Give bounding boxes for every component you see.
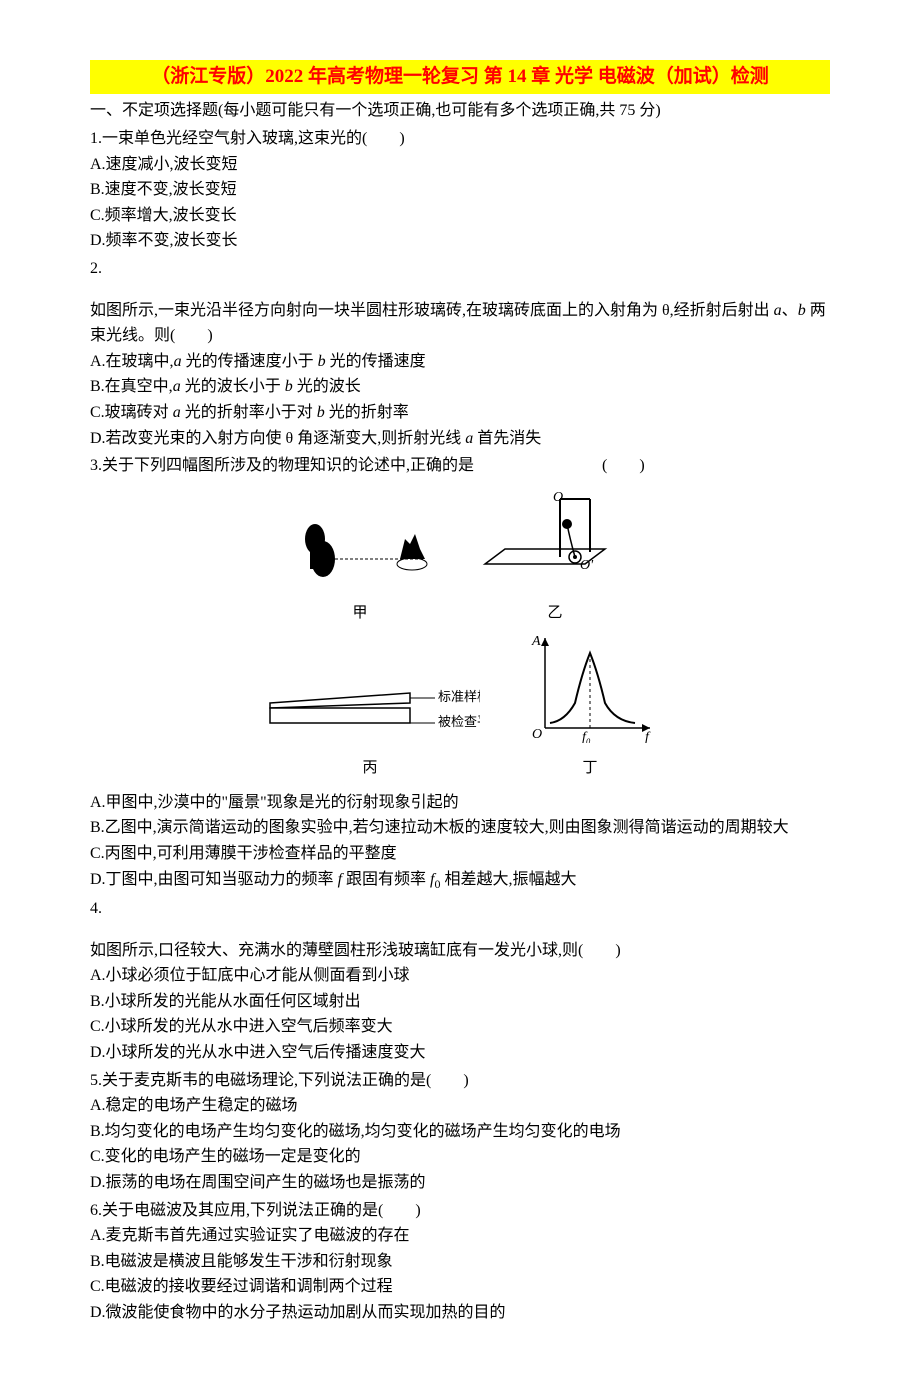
axis-O: O — [532, 727, 542, 742]
figure-label-jia: 甲 — [285, 601, 435, 625]
figure-yi: O O' 乙 — [475, 489, 635, 626]
section-header: 一、不定项选择题(每小题可能只有一个选项正确,也可能有多个选项正确,共 75 分… — [90, 98, 830, 124]
figure-label-yi: 乙 — [475, 601, 635, 625]
q5-option-d: D.振荡的电场在周围空间产生的磁场也是振荡的 — [90, 1170, 830, 1196]
q1-option-d: D.频率不变,波长变长 — [90, 228, 830, 254]
q4-option-b: B.小球所发的光能从水面任何区域射出 — [90, 989, 830, 1015]
label-Oprime: O' — [580, 558, 594, 573]
question-3: 3.关于下列四幅图所涉及的物理知识的论述中,正确的是 ( ) 甲 O — [90, 453, 830, 894]
figure-bing: 标准样板 被检查平面 丙 — [260, 673, 480, 780]
figure-row-1: 甲 O O' 乙 — [90, 489, 830, 626]
q2-var-b: b — [798, 302, 806, 319]
q2-var-a: a — [774, 302, 782, 319]
axis-A: A — [531, 634, 541, 649]
q2-option-b: B.在真空中,a 光的波长小于 b 光的波长 — [90, 374, 830, 400]
q4-option-c: C.小球所发的光从水中进入空气后频率变大 — [90, 1014, 830, 1040]
q4-number: 4. — [90, 896, 830, 922]
question-2: 2. 如图所示,一束光沿半径方向射向一块半圆柱形玻璃砖,在玻璃砖底面上的入射角为… — [90, 256, 830, 451]
q6-option-b: B.电磁波是横波且能够发生干涉和衍射现象 — [90, 1249, 830, 1275]
q1-option-c: C.频率增大,波长变长 — [90, 203, 830, 229]
q3-option-b: B.乙图中,演示简谐运动的图象实验中,若匀速拉动木板的速度较大,则由图象测得简谐… — [90, 815, 830, 841]
q6-option-d: D.微波能使食物中的水分子热运动加剧从而实现加热的目的 — [90, 1300, 830, 1326]
q3-option-d: D.丁图中,由图可知当驱动力的频率 f 跟固有频率 f0 相差越大,振幅越大 — [90, 867, 830, 894]
figure-row-2: 标准样板 被检查平面 丙 A O f f₀ — [90, 633, 830, 780]
axis-f: f — [645, 730, 651, 743]
figure-ding: A O f f₀ 丁 — [520, 633, 660, 780]
q2-stem-mid: 、 — [782, 302, 798, 319]
q6-option-a: A.麦克斯韦首先通过实验证实了电磁波的存在 — [90, 1223, 830, 1249]
q4-option-d: D.小球所发的光从水中进入空气后传播速度变大 — [90, 1040, 830, 1066]
q5-option-a: A.稳定的电场产生稳定的磁场 — [90, 1093, 830, 1119]
q5-option-c: C.变化的电场产生的磁场一定是变化的 — [90, 1144, 830, 1170]
document-title: （浙江专版）2022 年高考物理一轮复习 第 14 章 光学 电磁波（加试）检测 — [90, 60, 830, 94]
label-biaozhun: 标准样板 — [438, 689, 480, 704]
question-5: 5.关于麦克斯韦的电磁场理论,下列说法正确的是( ) A.稳定的电场产生稳定的磁… — [90, 1068, 830, 1196]
q2-stem: 如图所示,一束光沿半径方向射向一块半圆柱形玻璃砖,在玻璃砖底面上的入射角为 θ,… — [90, 298, 830, 349]
q3-option-c: C.丙图中,可利用薄膜干涉检查样品的平整度 — [90, 841, 830, 867]
q5-stem: 5.关于麦克斯韦的电磁场理论,下列说法正确的是( ) — [90, 1068, 830, 1094]
question-1: 1.一束单色光经空气射入玻璃,这束光的( ) A.速度减小,波长变短 B.速度不… — [90, 126, 830, 254]
q6-option-c: C.电磁波的接收要经过调谐和调制两个过程 — [90, 1274, 830, 1300]
q1-stem: 1.一束单色光经空气射入玻璃,这束光的( ) — [90, 126, 830, 152]
q4-option-a: A.小球必须位于缸底中心才能从侧面看到小球 — [90, 963, 830, 989]
label-beijian: 被检查平面 — [438, 714, 480, 729]
figures-container: 甲 O O' 乙 — [90, 489, 830, 780]
q2-stem-text: 如图所示,一束光沿半径方向射向一块半圆柱形玻璃砖,在玻璃砖底面上的入射角为 θ,… — [90, 302, 774, 319]
q2-option-d: D.若改变光束的入射方向使 θ 角逐渐变大,则折射光线 a 首先消失 — [90, 426, 830, 452]
q2-number: 2. — [90, 256, 830, 282]
question-6: 6.关于电磁波及其应用,下列说法正确的是( ) A.麦克斯韦首先通过实验证实了电… — [90, 1198, 830, 1326]
q3-stem: 3.关于下列四幅图所涉及的物理知识的论述中,正确的是 ( ) — [90, 453, 830, 479]
q1-option-a: A.速度减小,波长变短 — [90, 152, 830, 178]
q3-option-a: A.甲图中,沙漠中的"蜃景"现象是光的衍射现象引起的 — [90, 790, 830, 816]
figure-label-bing: 丙 — [260, 756, 480, 780]
axis-f0: f₀ — [582, 730, 591, 743]
q4-stem: 如图所示,口径较大、充满水的薄壁圆柱形浅玻璃缸底有一发光小球,则( ) — [90, 938, 830, 964]
question-4: 4. 如图所示,口径较大、充满水的薄壁圆柱形浅玻璃缸底有一发光小球,则( ) A… — [90, 896, 830, 1066]
figure-jia: 甲 — [285, 509, 435, 626]
q2-option-c: C.玻璃砖对 a 光的折射率小于对 b 光的折射率 — [90, 400, 830, 426]
q2-option-a: A.在玻璃中,a 光的传播速度小于 b 光的传播速度 — [90, 349, 830, 375]
q6-stem: 6.关于电磁波及其应用,下列说法正确的是( ) — [90, 1198, 830, 1224]
figure-label-ding: 丁 — [520, 756, 660, 780]
q5-option-b: B.均匀变化的电场产生均匀变化的磁场,均匀变化的磁场产生均匀变化的电场 — [90, 1119, 830, 1145]
label-O: O — [553, 490, 563, 505]
q1-option-b: B.速度不变,波长变短 — [90, 177, 830, 203]
